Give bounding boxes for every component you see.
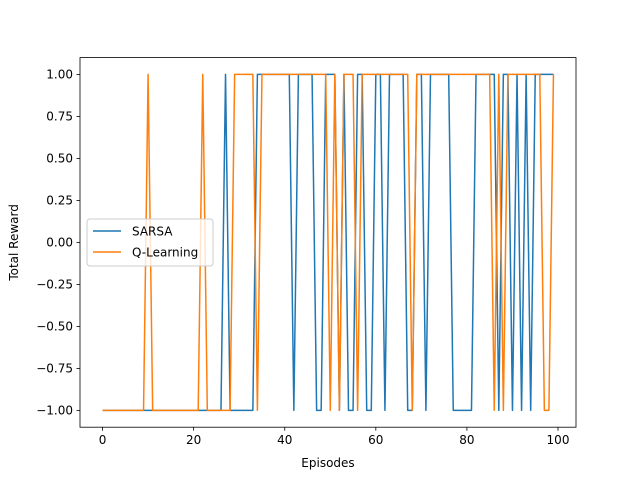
- x-tick-label: 0: [99, 433, 107, 447]
- y-axis-label: Total Reward: [7, 204, 21, 282]
- y-tick-label: −0.75: [36, 361, 73, 375]
- series-line-1: [102, 73, 555, 412]
- x-axis-label: Episodes: [301, 456, 354, 470]
- y-tick-label: −0.50: [36, 319, 73, 333]
- y-tick-label: 0.00: [46, 235, 73, 249]
- x-tick-label: 100: [547, 433, 570, 447]
- y-tick-label: −1.00: [36, 403, 73, 417]
- y-tick-label: 0.25: [46, 193, 73, 207]
- y-tick-label: 1.00: [46, 67, 73, 81]
- x-tick-label: 40: [277, 433, 292, 447]
- y-tick-label: 0.50: [46, 151, 73, 165]
- series-layer: [102, 73, 555, 412]
- x-tick-label: 60: [368, 433, 383, 447]
- legend: SARSA Q-Learning: [86, 218, 214, 267]
- x-axis: 0 20 40 60 80 100: [99, 427, 570, 447]
- y-axis: −1.00 −0.75 −0.50 −0.25 0.00 0.25 0.50 0.75 1.00: [36, 67, 80, 417]
- y-tick-label: 0.75: [46, 109, 73, 123]
- x-tick-label: 20: [186, 433, 201, 447]
- legend-label: SARSA: [132, 225, 173, 239]
- x-tick-label: 80: [459, 433, 474, 447]
- legend-label: Q-Learning: [132, 246, 198, 260]
- y-tick-label: −0.25: [36, 277, 73, 291]
